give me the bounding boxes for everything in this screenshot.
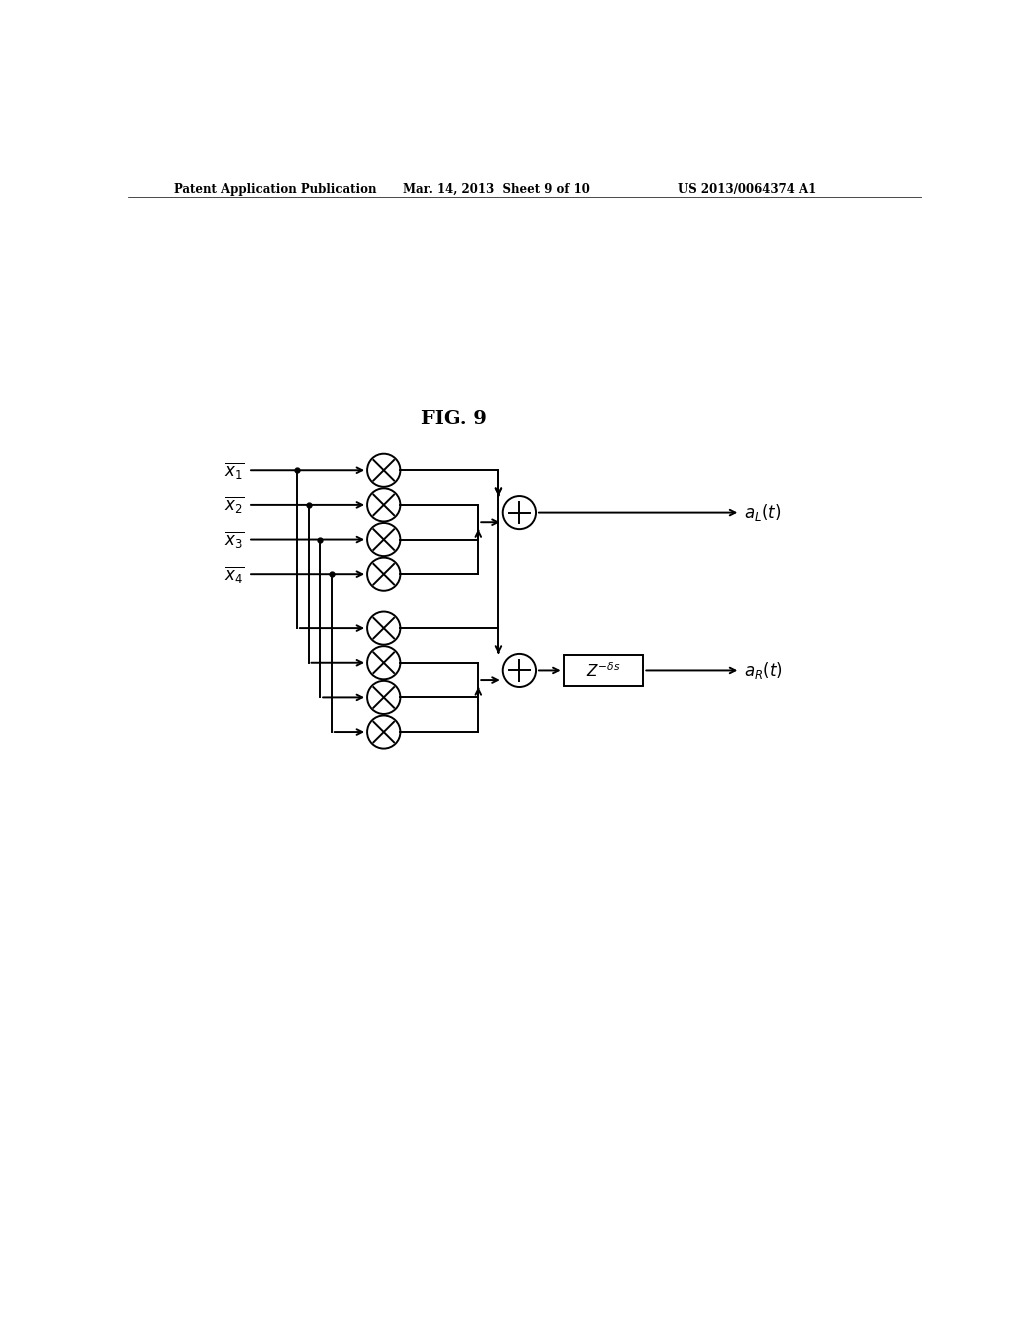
FancyBboxPatch shape <box>563 655 643 686</box>
Text: $a_L(t)$: $a_L(t)$ <box>744 502 781 523</box>
Text: $a_R(t)$: $a_R(t)$ <box>744 660 783 681</box>
Text: US 2013/0064374 A1: US 2013/0064374 A1 <box>678 183 816 197</box>
Text: Mar. 14, 2013  Sheet 9 of 10: Mar. 14, 2013 Sheet 9 of 10 <box>403 183 590 197</box>
Text: $\overline{x_1}$: $\overline{x_1}$ <box>224 459 245 480</box>
Text: Patent Application Publication: Patent Application Publication <box>174 183 377 197</box>
Text: $\overline{x_4}$: $\overline{x_4}$ <box>224 564 245 585</box>
Text: $Z^{-\delta s}$: $Z^{-\delta s}$ <box>586 661 621 680</box>
Text: FIG. 9: FIG. 9 <box>421 409 486 428</box>
Text: $\overline{x_3}$: $\overline{x_3}$ <box>224 529 245 550</box>
Text: $\overline{x_2}$: $\overline{x_2}$ <box>224 495 245 515</box>
